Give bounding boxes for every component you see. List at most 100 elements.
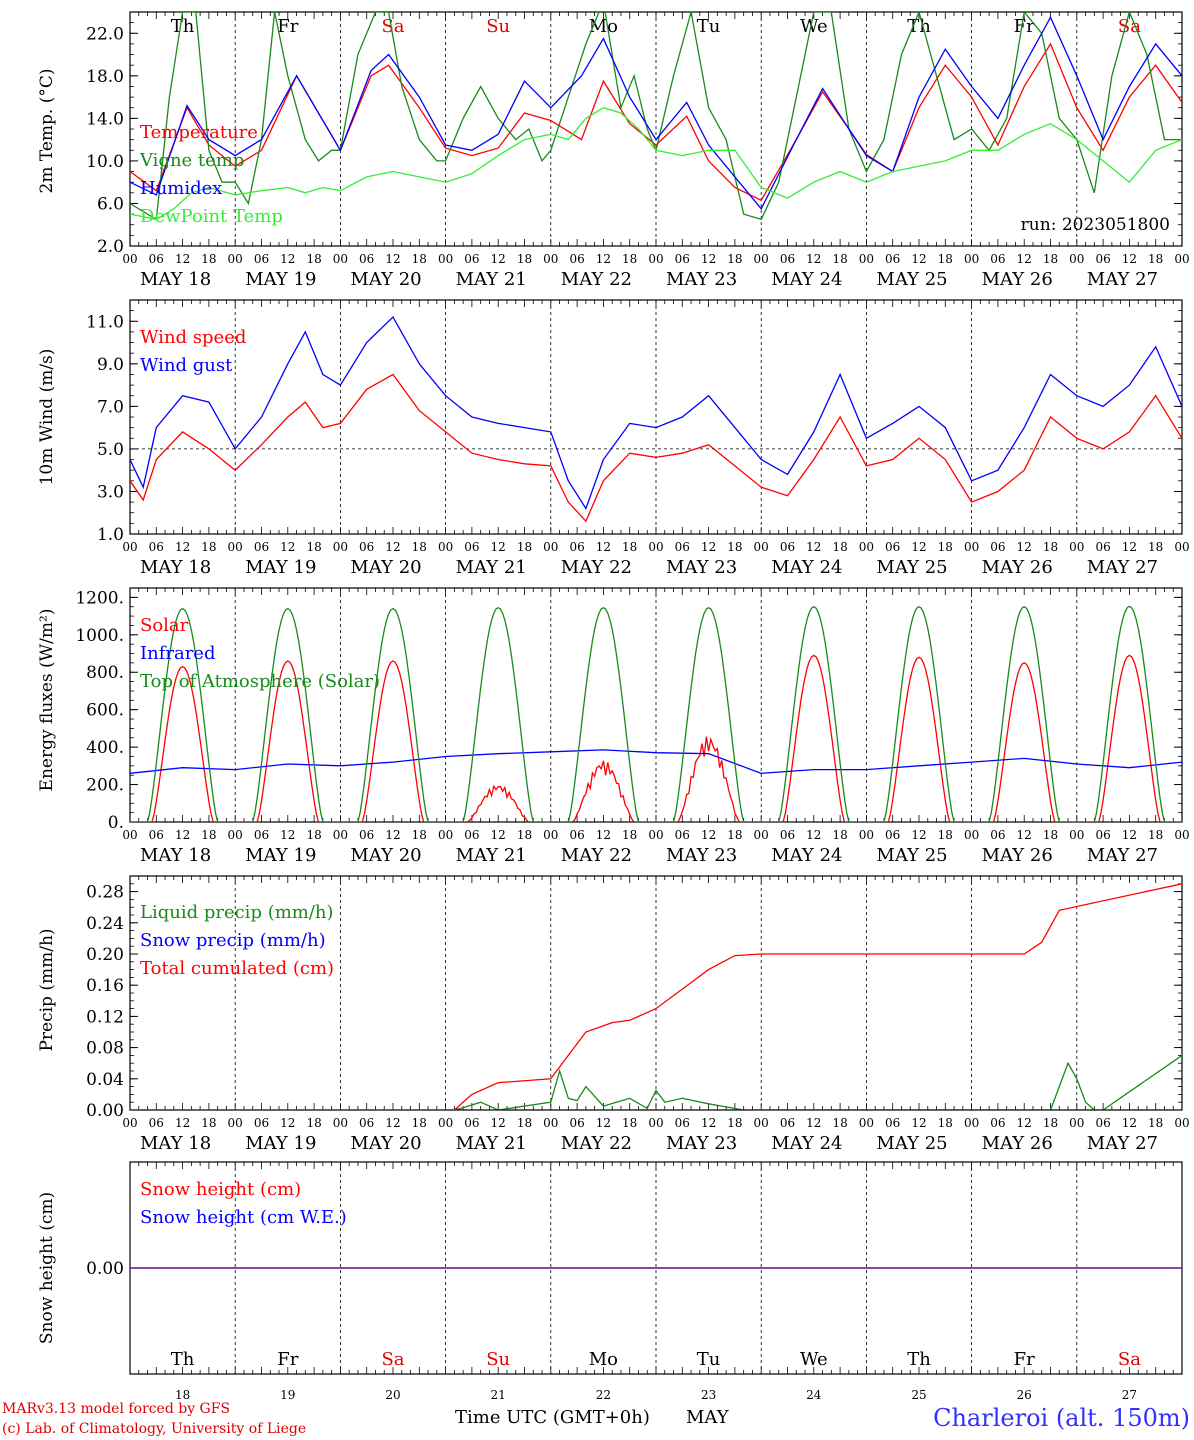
hour-tick-label: 12 <box>596 1116 611 1130</box>
hour-tick-label: 00 <box>228 252 243 266</box>
date-label: MAY 22 <box>561 845 632 866</box>
panels: 2.06.010.014.018.022.02m Temp. (°C)00 06 1… <box>37 11 1190 1402</box>
panel-temperature: 2.0 6.0 10.0 14.0 18.0 22.0 2m Temp. (°C) 00 06 1… <box>37 11 1190 290</box>
hour-tick-label: 00 <box>1069 828 1084 842</box>
hour-tick-label: 00 <box>859 252 874 266</box>
date-label: MAY 23 <box>666 269 737 290</box>
hour-tick-label: 18 <box>201 1116 216 1130</box>
hour-tick-label: 12 <box>385 1116 400 1130</box>
hour-tick-label: 06 <box>990 252 1005 266</box>
y-axis-title: Energy fluxes (W/m²) <box>37 609 57 792</box>
date-label: MAY 26 <box>982 557 1053 578</box>
hour-tick-label: 00 <box>333 828 348 842</box>
y-tick-label: 18.0 <box>86 67 124 87</box>
hour-tick-label: 12 <box>1017 252 1032 266</box>
y-tick-label: 0.00 <box>86 1259 124 1279</box>
day-number-label: 21 <box>491 1388 506 1402</box>
hour-tick-label: 00 <box>754 828 769 842</box>
hour-tick-label: 18 <box>1043 252 1058 266</box>
date-label: MAY 20 <box>350 845 421 866</box>
hour-tick-label: 06 <box>885 252 900 266</box>
date-label: MAY 18 <box>140 269 211 290</box>
date-label: MAY 20 <box>350 269 421 290</box>
hour-tick-label: 18 <box>412 252 427 266</box>
y-tick-label: 10.0 <box>86 152 124 172</box>
y-tick-label: 600. <box>86 701 124 721</box>
hour-tick-label: 12 <box>385 828 400 842</box>
hour-tick-label: 18 <box>622 1116 637 1130</box>
hour-tick-label: 18 <box>938 540 953 554</box>
legend-entry: DewPoint Temp <box>140 206 283 227</box>
hour-tick-label: 06 <box>990 828 1005 842</box>
hour-tick-label: 12 <box>701 1116 716 1130</box>
panel-snow: 0.00 Snow height (cm) Th 18 Fr 19 Sa 20 Su 21 Mo 22… <box>37 1161 1183 1402</box>
hour-tick-label: 12 <box>491 252 506 266</box>
hour-tick-label: 00 <box>228 828 243 842</box>
day-name-label: We <box>800 1349 828 1370</box>
date-label: MAY 27 <box>1087 1133 1158 1154</box>
day-name-label: Sa <box>381 1349 404 1370</box>
hour-tick-label: 12 <box>385 252 400 266</box>
hour-tick-label: 00 <box>648 252 663 266</box>
hour-tick-label: 00 <box>438 252 453 266</box>
hour-tick-label: 18 <box>622 540 637 554</box>
hour-tick-label: 12 <box>175 828 190 842</box>
hour-tick-label: 12 <box>280 540 295 554</box>
day-name-label: We <box>800 16 828 37</box>
series-line-liquid-precip-mm-h <box>130 1054 1182 1110</box>
hour-tick-label: 06 <box>464 1116 479 1130</box>
day-number-label: 22 <box>596 1388 611 1402</box>
hour-tick-label: 00 <box>859 828 874 842</box>
y-tick-label: 0.12 <box>86 1007 124 1027</box>
hour-tick-label: 00 <box>438 540 453 554</box>
hour-tick-label: 12 <box>806 1116 821 1130</box>
hour-tick-label: 18 <box>306 252 321 266</box>
hour-tick-label: 00 <box>964 1116 979 1130</box>
hour-tick-label: 06 <box>1095 252 1110 266</box>
series-line-dewpoint-temp <box>130 106 1182 221</box>
date-label: MAY 18 <box>140 557 211 578</box>
hour-tick-label: 18 <box>412 540 427 554</box>
series-line-solar <box>130 654 1182 822</box>
hour-tick-label: 12 <box>911 1116 926 1130</box>
hour-tick-label: 00 <box>122 1116 137 1130</box>
day-name-label: Sa <box>1118 1349 1141 1370</box>
date-label: MAY 25 <box>876 1133 947 1154</box>
date-label: MAY 25 <box>876 557 947 578</box>
hour-tick-label: 00 <box>1069 252 1084 266</box>
y-tick-label: 0.20 <box>86 945 124 965</box>
day-number-label: 25 <box>911 1388 926 1402</box>
y-tick-label: 0.16 <box>86 976 124 996</box>
hour-tick-label: 18 <box>938 1116 953 1130</box>
date-label: MAY 24 <box>771 1133 842 1154</box>
series-line-wind-gust <box>130 315 1182 510</box>
hour-tick-label: 00 <box>859 1116 874 1130</box>
day-name-label: Th <box>907 1349 931 1370</box>
hour-tick-label: 18 <box>622 252 637 266</box>
hour-tick-label: 00 <box>964 540 979 554</box>
day-name-label: Th <box>171 16 195 37</box>
hour-tick-label: 00 <box>122 540 137 554</box>
hour-tick-label: 00 <box>754 252 769 266</box>
hour-tick-label: 12 <box>911 828 926 842</box>
day-number-label: 18 <box>175 1388 190 1402</box>
hour-tick-label: 18 <box>1043 1116 1058 1130</box>
x-axis-month: MAY <box>686 1407 730 1428</box>
hour-tick-label: 12 <box>806 252 821 266</box>
hour-tick-label: 06 <box>149 540 164 554</box>
hour-tick-label: 12 <box>806 828 821 842</box>
day-name-label: Tu <box>697 16 721 37</box>
hour-tick-label: 18 <box>306 1116 321 1130</box>
hour-tick-label: 00 <box>543 540 558 554</box>
hour-tick-label: 12 <box>1017 540 1032 554</box>
hour-tick-label: 18 <box>306 828 321 842</box>
hour-tick-label: 00 <box>859 540 874 554</box>
hour-tick-label: 00 <box>1069 1116 1084 1130</box>
y-tick-label: 0.00 <box>86 1101 124 1121</box>
hour-tick-label: 06 <box>885 540 900 554</box>
y-axis-title: Precip (mm/h) <box>37 928 57 1051</box>
y-tick-label: 7.0 <box>97 397 124 417</box>
hour-tick-label: 12 <box>1122 1116 1137 1130</box>
hour-tick-label: 06 <box>359 1116 374 1130</box>
series-line-infrared <box>130 749 1182 774</box>
